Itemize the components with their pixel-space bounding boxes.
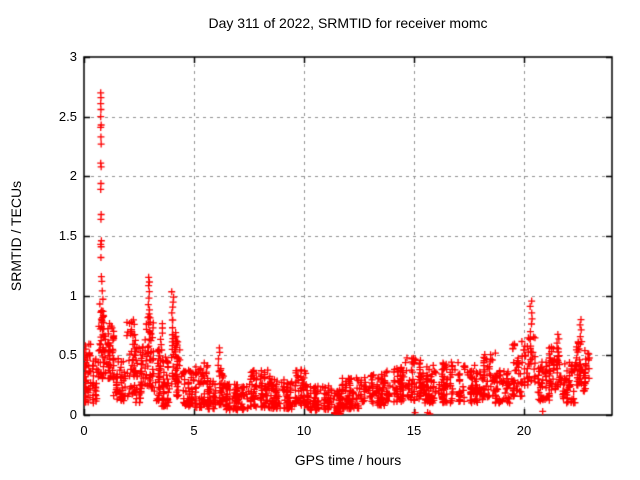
y-axis-label: SRMTID / TECUs (8, 180, 24, 292)
y-tick-label: 2 (69, 168, 77, 183)
y-tick-label: 2.5 (58, 109, 77, 124)
x-axis-label: GPS time / hours (294, 452, 402, 468)
x-tick-label: 5 (190, 423, 198, 438)
x-tick-label: 15 (406, 423, 422, 438)
x-tick-label: 20 (516, 423, 532, 438)
y-tick-label: 3 (69, 49, 77, 64)
x-tick-label: 0 (80, 423, 88, 438)
x-tick-label: 10 (296, 423, 312, 438)
y-tick-label: 1.5 (58, 228, 77, 243)
y-tick-label: 0 (69, 407, 77, 422)
y-tick-label: 0.5 (58, 347, 77, 362)
y-tick-label: 1 (69, 288, 77, 303)
chart-title: Day 311 of 2022, SRMTID for receiver mom… (208, 15, 488, 31)
